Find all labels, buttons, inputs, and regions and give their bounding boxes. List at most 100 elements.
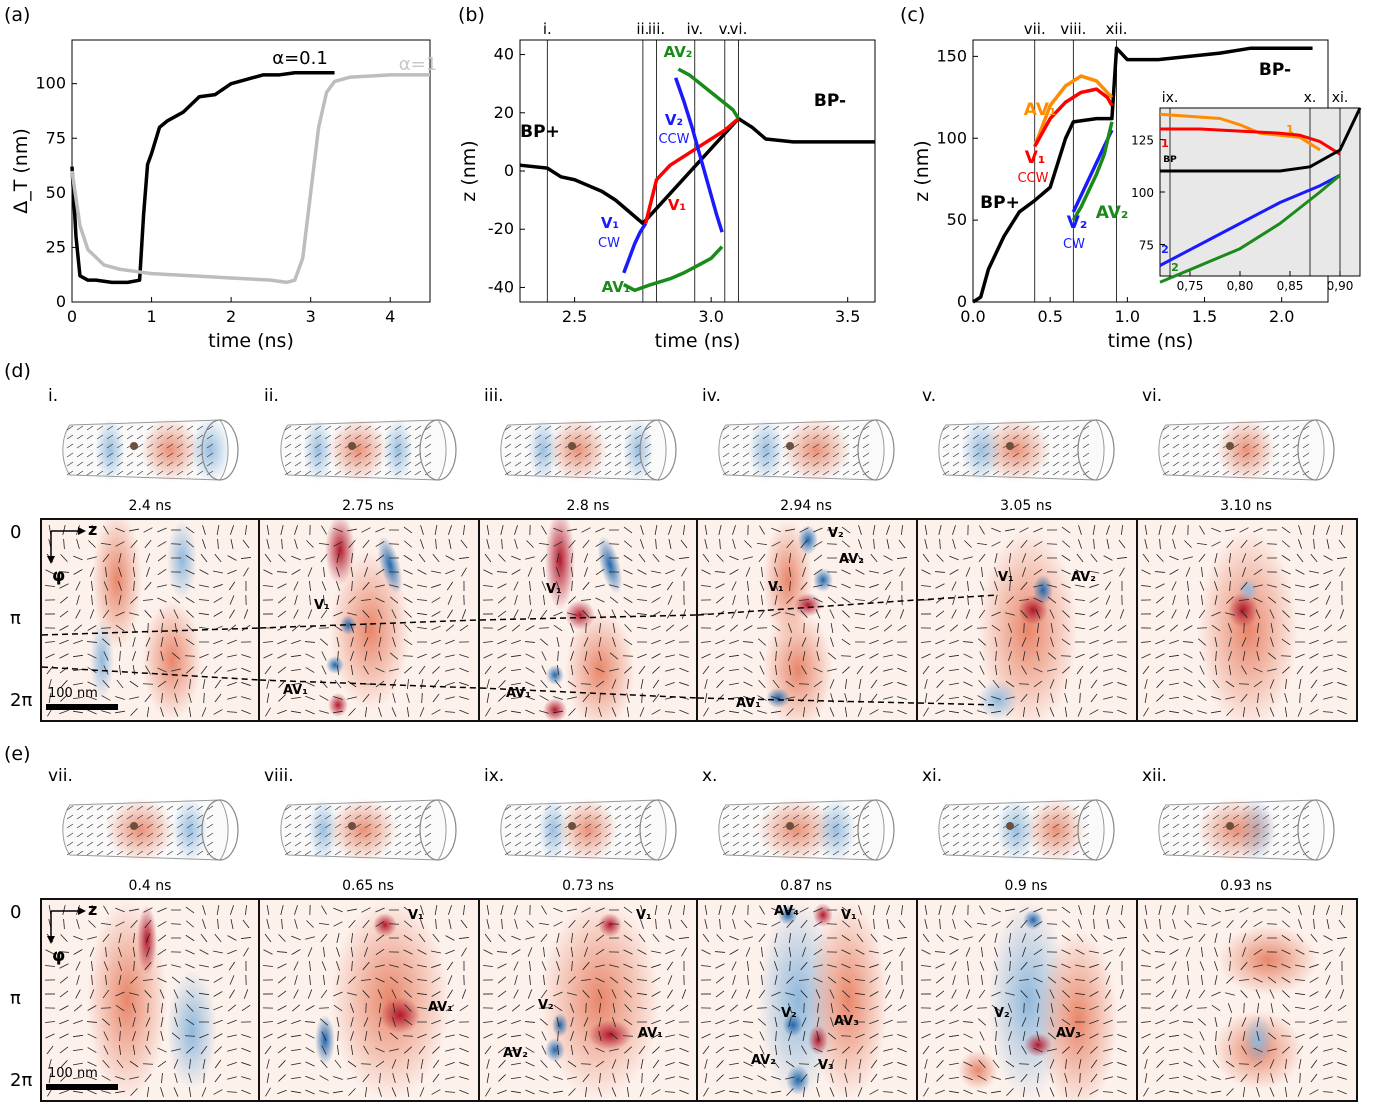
field-arrow bbox=[774, 1044, 778, 1056]
field-arrow bbox=[525, 936, 535, 940]
annot-ccw-c: CCW bbox=[1017, 171, 1048, 186]
field-arrow bbox=[1294, 979, 1306, 981]
field-arrow bbox=[391, 609, 397, 619]
field-arrow bbox=[1154, 571, 1166, 573]
cylinder-arrow bbox=[952, 461, 960, 467]
field-arrow bbox=[1074, 992, 1086, 996]
red-domain bbox=[813, 903, 833, 927]
field-arrow bbox=[1199, 1045, 1205, 1055]
field-arrow bbox=[1009, 932, 1011, 944]
cylinder-arrow bbox=[1052, 814, 1060, 820]
field-arrow bbox=[802, 706, 806, 718]
field-arrow bbox=[702, 553, 710, 563]
field-arrow bbox=[638, 553, 646, 563]
field-arrow bbox=[320, 679, 328, 689]
field-arrow bbox=[319, 710, 329, 714]
field-arrow bbox=[771, 907, 781, 913]
field-arrow bbox=[263, 569, 273, 575]
red-domain bbox=[1018, 595, 1048, 625]
field-arrow bbox=[1299, 692, 1301, 704]
cylinder-arrow bbox=[544, 434, 552, 440]
field-arrow bbox=[459, 696, 469, 700]
vortex-label: AV₃ bbox=[1056, 1026, 1081, 1041]
cylinder-arrow bbox=[126, 470, 134, 476]
field-arrow bbox=[60, 554, 68, 562]
cylinder-arrow bbox=[992, 443, 1000, 449]
cylinder-arrow bbox=[96, 850, 104, 856]
cylinder-domain bbox=[190, 418, 230, 482]
field-arrow bbox=[964, 540, 972, 548]
field-arrow bbox=[1119, 947, 1125, 957]
red-domain bbox=[142, 600, 202, 720]
field-arrow bbox=[1171, 989, 1177, 999]
cylinder-arrow bbox=[1052, 425, 1060, 431]
field-arrow bbox=[543, 974, 545, 986]
cylinder-arrow bbox=[982, 470, 990, 476]
cylinder-domain bbox=[548, 418, 608, 482]
field-arrow bbox=[786, 596, 794, 604]
field-arrow bbox=[598, 1031, 602, 1041]
field-arrow bbox=[199, 949, 209, 955]
cylinder-arrow bbox=[344, 425, 352, 431]
field-arrow bbox=[1090, 1046, 1098, 1054]
field-arrow bbox=[497, 666, 507, 674]
field-arrow bbox=[873, 538, 875, 550]
field-arrow bbox=[962, 641, 974, 643]
field-arrow bbox=[59, 976, 69, 984]
field-arrow bbox=[1228, 1017, 1232, 1027]
field-arrow bbox=[1199, 665, 1205, 675]
field-arrow bbox=[1155, 1005, 1165, 1011]
field-arrow bbox=[1241, 553, 1247, 563]
cylinder-arrow bbox=[1022, 443, 1030, 449]
cylinder-arrow bbox=[384, 470, 392, 476]
field-arrow bbox=[951, 581, 957, 591]
field-arrow bbox=[994, 595, 998, 605]
field-arrow bbox=[858, 919, 862, 929]
field-arrow bbox=[160, 637, 164, 647]
cylinder-arrow bbox=[782, 805, 790, 811]
field-arrow bbox=[994, 961, 998, 971]
field-arrow bbox=[227, 1048, 237, 1052]
cylinder-arrow bbox=[614, 805, 622, 811]
field-arrow bbox=[949, 682, 959, 686]
field-arrow bbox=[1140, 1021, 1152, 1023]
field-arrow bbox=[91, 594, 93, 606]
cylinder-arrow bbox=[1182, 452, 1190, 458]
cylinder-arrow bbox=[156, 823, 164, 829]
field-arrow bbox=[626, 1073, 630, 1083]
field-arrow bbox=[1075, 584, 1085, 588]
field-arrow bbox=[1199, 525, 1205, 535]
cylinder-arrow bbox=[1082, 841, 1090, 847]
field-arrow bbox=[816, 1087, 820, 1097]
field-arrow bbox=[624, 624, 632, 632]
field-arrow bbox=[583, 1045, 589, 1055]
time-label: 2.75 ns bbox=[342, 498, 394, 514]
field-arrow bbox=[1326, 919, 1330, 929]
field-arrow bbox=[1270, 637, 1274, 647]
field-arrow bbox=[497, 1019, 507, 1025]
field-arrow bbox=[1020, 610, 1028, 618]
field-arrow bbox=[173, 989, 179, 999]
field-arrow bbox=[1105, 595, 1111, 605]
field-arrow bbox=[389, 652, 399, 660]
red-domain bbox=[588, 1020, 632, 1050]
annot-v1: V₁ bbox=[601, 214, 619, 232]
field-arrow bbox=[1156, 1060, 1164, 1068]
field-arrow bbox=[640, 905, 644, 915]
field-arrow bbox=[556, 1017, 560, 1027]
x-tick-label: 2.0 bbox=[1269, 307, 1294, 326]
cylinder-arrow bbox=[1302, 443, 1310, 449]
cylinder-arrow bbox=[1032, 452, 1040, 458]
field-arrow bbox=[1061, 569, 1071, 575]
field-arrow bbox=[800, 539, 808, 549]
field-arrow bbox=[118, 553, 122, 563]
field-arrow bbox=[514, 905, 518, 915]
cylinder-arrow bbox=[126, 452, 134, 458]
cylinder-arrow bbox=[106, 823, 114, 829]
cylinder-arrow bbox=[792, 470, 800, 476]
field-arrow bbox=[651, 964, 661, 968]
field-arrow bbox=[1241, 665, 1247, 675]
cylinder-arrow bbox=[644, 805, 652, 811]
field-arrow bbox=[87, 1047, 97, 1053]
field-arrow bbox=[994, 637, 998, 647]
